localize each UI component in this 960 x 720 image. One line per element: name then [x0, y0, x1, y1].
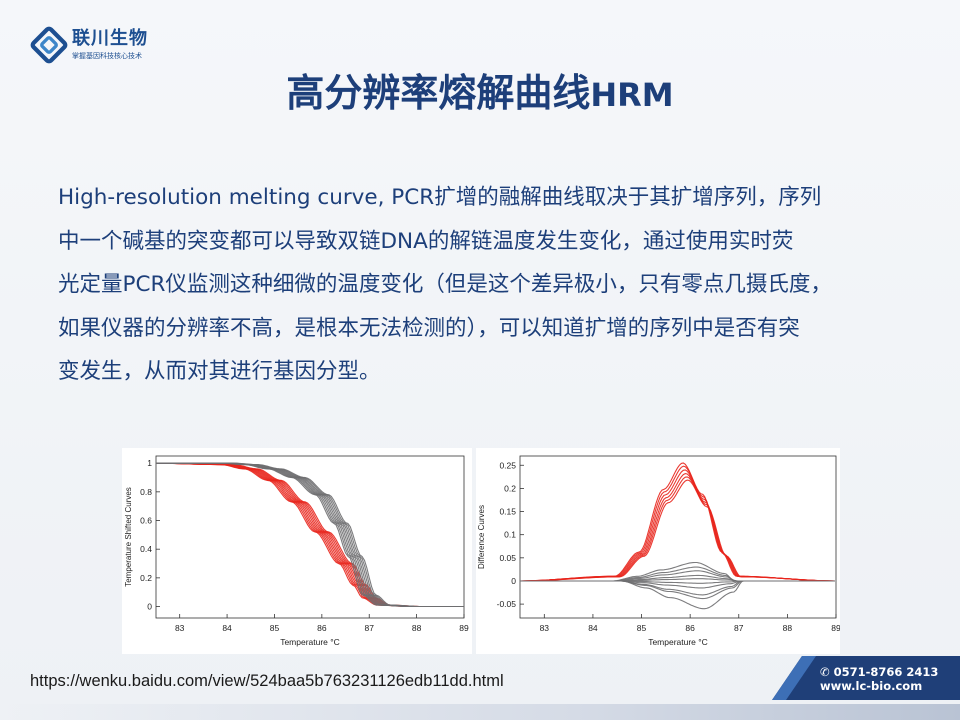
x-axis-label: Temperature °C — [280, 637, 340, 647]
x-tick-label: 83 — [540, 623, 550, 633]
y-tick-label: 0 — [147, 602, 152, 612]
contact-badge: ✆ 0571-8766 2413 www.lc-bio.com — [772, 656, 960, 700]
red-series-line — [520, 479, 836, 582]
brand-name: 联川生物 — [72, 28, 148, 49]
brand-slogan: 掌握基因科技核心技术 — [72, 52, 142, 60]
x-tick-label: 86 — [317, 623, 327, 633]
y-axis-label: Temperature Shifted Curves — [124, 487, 133, 587]
y-tick-label: 1 — [147, 458, 152, 468]
contact-website: www.lc-bio.com — [820, 679, 923, 693]
gray-series-line — [156, 462, 464, 608]
difference-curve-chart: 83 84 85 86 87 88 89 -0.05 0 0.05 0.1 0.15 0.2 0.25 Te… — [476, 448, 840, 654]
y-tick-label: 0.05 — [499, 553, 516, 563]
y-tick-label: 0.6 — [140, 516, 152, 526]
logo-mark-icon — [30, 26, 68, 64]
x-tick-label: 89 — [459, 623, 469, 633]
body-line: High-resolution melting curve, PCR扩增的融解曲… — [58, 185, 822, 210]
x-tick-label: 85 — [270, 623, 280, 633]
melting-curve-chart: 83 84 85 86 87 88 89 0 0.2 0.4 0.6 0.8 1 Temperature … — [122, 448, 472, 654]
y-tick-label: 0.2 — [140, 573, 152, 583]
contact-phone: 0571-8766 2413 — [833, 665, 939, 679]
gray-series-line — [520, 580, 835, 610]
y-tick-label: 0.2 — [504, 483, 516, 493]
y-tick-label: 0.1 — [504, 530, 516, 540]
body-line: 中一个碱基的突变都可以导致双链DNA的解链温度发生变化，通过使用实时荧 — [58, 228, 794, 254]
y-tick-label: -0.05 — [497, 599, 517, 609]
phone-icon: ✆ — [820, 665, 834, 679]
plot-area — [519, 455, 837, 619]
y-tick-label: 0 — [511, 576, 516, 586]
melting-curve-plot: 83 84 85 86 87 88 89 0 0.2 0.4 0.6 0.8 1 Temperature … — [124, 455, 469, 647]
difference-curve-plot: 83 84 85 86 87 88 89 -0.05 0 0.05 0.1 0.15 0.2 0.25 Te… — [477, 455, 840, 647]
y-tick-label: 0.4 — [140, 544, 152, 554]
x-tick-label: 86 — [685, 623, 695, 633]
footer-band — [0, 704, 960, 720]
body-line: 如果仪器的分辨率不高，是根本无法检测的），可以知道扩增的序列中是否有突 — [58, 315, 800, 341]
series-group — [156, 462, 464, 608]
x-tick-label: 88 — [783, 623, 793, 633]
page-title-main: 高分辨率熔解曲线 — [286, 71, 591, 115]
contact-badge-bg — [772, 656, 960, 700]
page-title-suffix: HRM — [590, 76, 674, 114]
y-tick-label: 0.25 — [499, 460, 516, 470]
series-group — [520, 462, 836, 610]
x-tick-label: 83 — [175, 623, 185, 633]
x-axis-label: Temperature °C — [648, 637, 708, 647]
x-tick-label: 85 — [637, 623, 647, 633]
y-tick-label: 0.8 — [140, 487, 152, 497]
x-tick-label: 87 — [364, 623, 374, 633]
x-tick-label: 84 — [588, 623, 598, 633]
x-tick-label: 87 — [734, 623, 744, 633]
page-title: 高分辨率熔解曲线HRM — [0, 62, 960, 117]
y-axis-label: Difference Curves — [477, 505, 486, 569]
y-tick-label: 0.15 — [499, 507, 516, 517]
x-tick-label: 88 — [412, 623, 422, 633]
body-line: 光定量PCR仪监测这种细微的温度变化（但是这个差异极小，只有零点几摄氏度， — [58, 272, 832, 297]
body-paragraph: High-resolution melting curve, PCR扩增的融解曲… — [58, 176, 918, 394]
body-line: 变发生，从而对其进行基因分型。 — [58, 359, 381, 384]
brand-logo: 联川生物 掌握基因科技核心技术 — [30, 26, 148, 64]
source-url: https://wenku.baidu.com/view/524baa5b763… — [30, 672, 504, 690]
x-tick-label: 89 — [831, 623, 840, 633]
x-tick-label: 84 — [222, 623, 232, 633]
